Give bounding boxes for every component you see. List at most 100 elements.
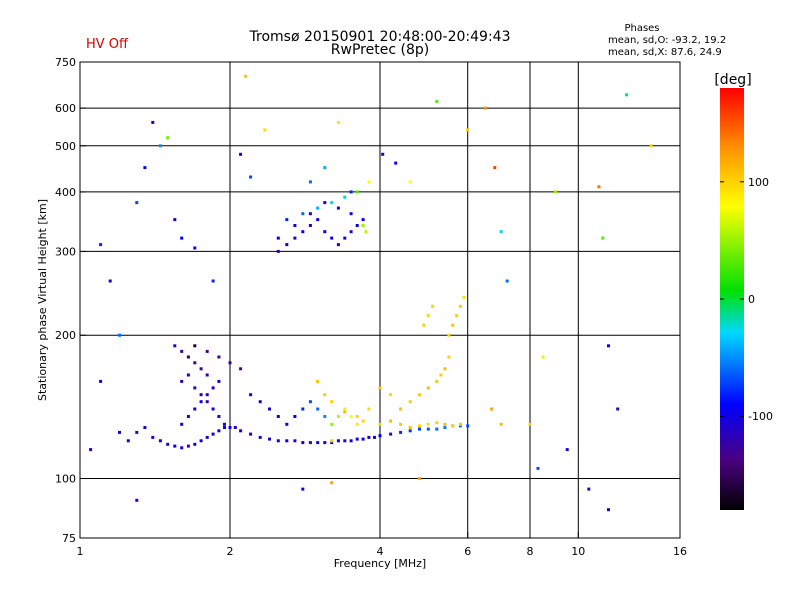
echo-point xyxy=(349,415,353,418)
echo-point xyxy=(276,249,280,253)
echo-point xyxy=(381,152,385,156)
echo-point xyxy=(323,441,327,445)
echo-point xyxy=(349,212,353,216)
echo-point xyxy=(349,439,353,443)
echo-point xyxy=(336,243,340,247)
echo-point xyxy=(426,314,430,317)
echo-point xyxy=(276,439,280,443)
echo-point xyxy=(258,400,262,404)
echo-point xyxy=(389,393,393,397)
echo-point xyxy=(205,349,209,353)
echo-point xyxy=(355,422,359,426)
colorbar-ticks: 100 0 -100 xyxy=(720,176,773,423)
echo-point xyxy=(118,430,121,434)
echo-point xyxy=(173,218,177,222)
chart-subtitle: RwPretec (8p) xyxy=(331,42,429,58)
echo-point xyxy=(361,218,365,222)
echo-point xyxy=(343,439,347,443)
echo-point xyxy=(199,367,203,371)
echo-point xyxy=(193,386,197,390)
y-tick-label: 750 xyxy=(55,56,76,69)
echo-point xyxy=(199,393,203,397)
echo-point xyxy=(151,120,155,124)
echo-point xyxy=(443,367,447,371)
echo-point xyxy=(308,224,312,227)
echo-point xyxy=(193,246,197,250)
echo-point xyxy=(143,426,147,429)
echo-point xyxy=(355,224,359,227)
echo-point xyxy=(455,314,459,317)
x-tick-label: 4 xyxy=(377,545,384,558)
echo-point xyxy=(249,432,253,436)
echo-point xyxy=(135,201,139,205)
echo-point xyxy=(211,386,215,390)
colorbar-tick-label: 0 xyxy=(748,293,755,306)
echo-point xyxy=(343,407,347,411)
echo-point xyxy=(336,415,340,418)
echo-point xyxy=(135,430,139,434)
echo-point xyxy=(607,344,610,348)
echo-point xyxy=(173,344,177,348)
echo-point xyxy=(166,136,170,140)
echo-point xyxy=(330,400,334,404)
y-tick-label: 100 xyxy=(55,473,76,486)
echo-point xyxy=(408,429,412,433)
echo-point xyxy=(249,175,253,179)
echo-point xyxy=(249,393,253,397)
echo-point xyxy=(408,180,412,184)
echo-point xyxy=(330,201,334,205)
echo-point xyxy=(408,400,412,404)
stats-heading: Phases xyxy=(624,23,659,34)
echo-point xyxy=(205,393,209,397)
echo-point xyxy=(355,190,359,194)
echo-point xyxy=(426,386,430,390)
echo-point xyxy=(228,361,232,365)
echo-point xyxy=(499,230,503,234)
echo-point xyxy=(330,441,334,445)
echo-point xyxy=(431,304,435,308)
echo-point xyxy=(466,424,470,428)
echo-point xyxy=(343,410,347,414)
y-tick-label: 600 xyxy=(55,102,76,115)
echo-point xyxy=(239,367,243,371)
echo-point xyxy=(89,448,93,452)
colorbar-label: [deg] xyxy=(714,72,751,88)
echo-point xyxy=(394,161,398,165)
x-tick-label: 1 xyxy=(77,545,84,558)
y-tick-label: 400 xyxy=(55,186,76,199)
echo-point xyxy=(316,407,320,411)
echo-point xyxy=(367,407,371,411)
echo-point xyxy=(601,236,605,240)
echo-point xyxy=(505,279,509,283)
echo-point xyxy=(301,212,305,216)
echo-point xyxy=(239,429,243,433)
echo-point xyxy=(223,422,226,426)
echo-point xyxy=(349,230,353,234)
echo-point xyxy=(458,424,462,428)
echo-point xyxy=(308,180,312,184)
stats-line-x: mean, sd,X: 87.6, 24.9 xyxy=(608,47,722,58)
echo-point xyxy=(316,218,320,222)
echo-point xyxy=(301,487,305,491)
echo-point xyxy=(330,236,334,240)
echo-point xyxy=(99,379,103,383)
echo-point xyxy=(607,508,610,512)
echo-point xyxy=(378,386,382,390)
echo-point xyxy=(293,415,297,418)
echo-point xyxy=(439,373,443,377)
echo-point xyxy=(308,400,312,404)
echo-point xyxy=(435,421,439,425)
echo-point xyxy=(268,407,271,411)
echo-point xyxy=(389,432,393,436)
x-axis-label: Frequency [MHz] xyxy=(334,557,426,570)
echo-point xyxy=(323,415,327,418)
echo-point xyxy=(330,481,334,485)
echo-point xyxy=(193,344,197,348)
echo-point xyxy=(316,379,320,383)
echo-point xyxy=(180,236,184,240)
echo-point xyxy=(373,435,376,439)
echo-point xyxy=(217,355,221,359)
x-tick-label: 8 xyxy=(527,545,534,558)
chart-title: Tromsø 20150901 20:48:00-20:49:43 xyxy=(249,29,511,45)
echo-point xyxy=(244,74,248,78)
